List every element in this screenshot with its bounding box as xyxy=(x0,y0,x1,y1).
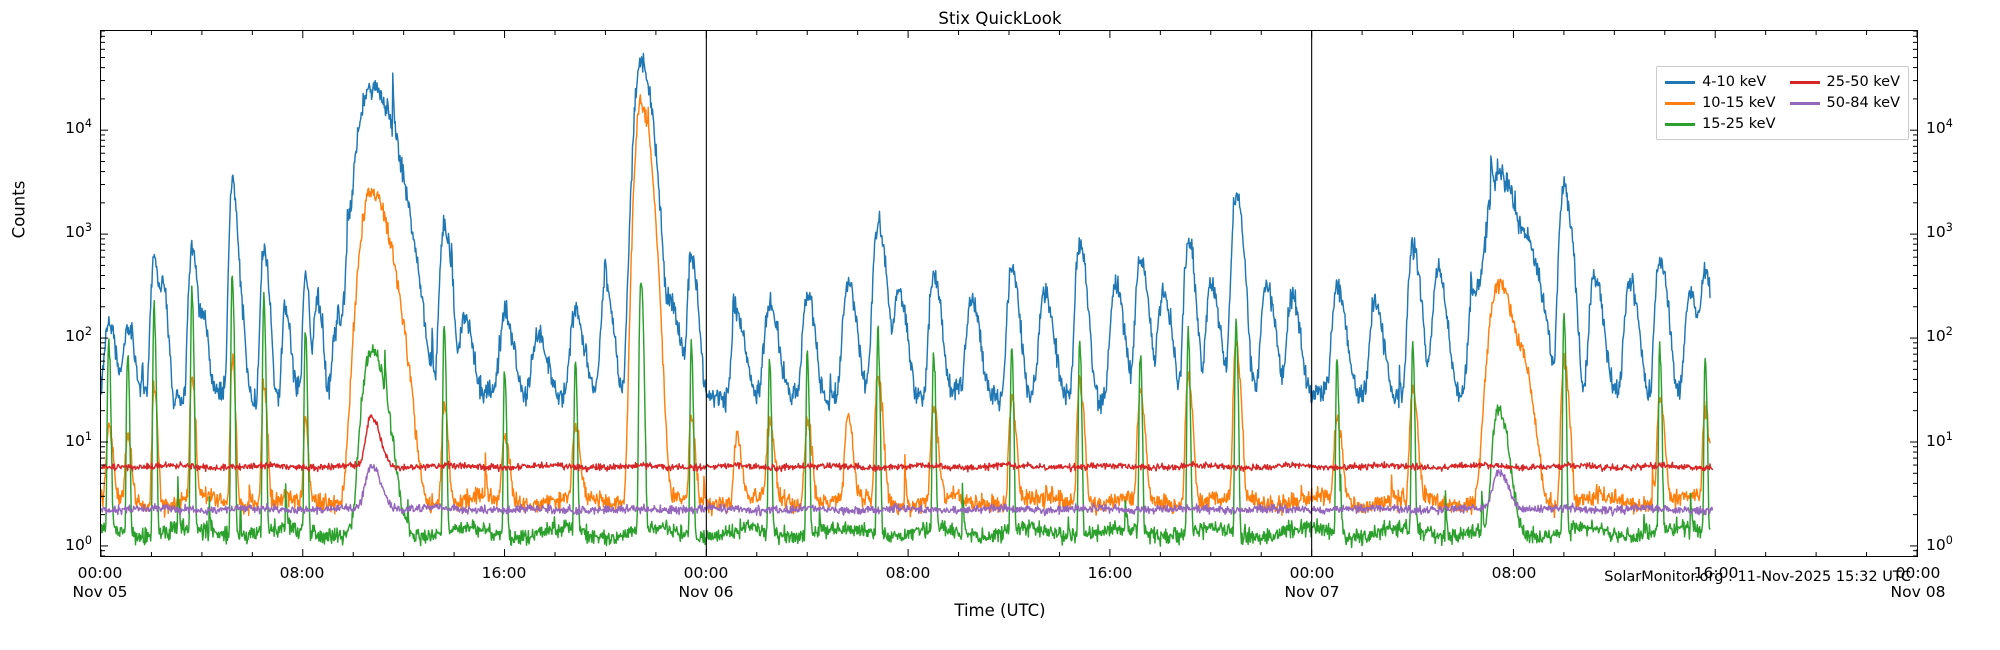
x-tick-label: 16:00 xyxy=(1087,564,1133,582)
y-tick-label-right: 100 xyxy=(1926,533,1953,554)
legend-color-swatch xyxy=(1789,80,1820,84)
legend-item: 15-25 keV xyxy=(1665,114,1776,134)
y-axis-label: Counts xyxy=(9,180,29,239)
x-tick-label: 00:00 Nov 08 xyxy=(1890,564,1946,601)
x-tick-label: 08:00 xyxy=(885,564,931,582)
series-line xyxy=(101,94,1711,519)
y-tick-label-right: 103 xyxy=(1926,220,1953,241)
watermark-credit: SolarMonitor.org : 11-Nov-2025 15:32 UTC xyxy=(1604,569,1911,585)
legend-item: 25-50 keV xyxy=(1789,72,1900,92)
legend-label: 15-25 keV xyxy=(1702,116,1776,132)
y-tick-label-left: 103 xyxy=(65,220,92,241)
timeseries-plot xyxy=(101,31,1917,556)
page-title: Stix QuickLook xyxy=(938,9,1062,28)
legend-color-swatch xyxy=(1665,122,1696,126)
legend-item: 10-15 keV xyxy=(1665,93,1776,113)
y-tick-label-left: 104 xyxy=(65,116,92,137)
legend: 4-10 keV 25-50 keV 10-15 keV 50-84 keV 15-25… xyxy=(1656,66,1909,140)
x-tick-label: 08:00 xyxy=(279,564,325,582)
y-tick-label-left: 101 xyxy=(65,429,92,450)
y-tick-label-right: 102 xyxy=(1926,325,1953,346)
legend-color-swatch xyxy=(1665,101,1696,105)
plot-area: 4-10 keV 25-50 keV 10-15 keV 50-84 keV 15-25… xyxy=(100,30,1918,585)
legend-color-swatch xyxy=(1665,80,1696,84)
y-tick-label-right: 101 xyxy=(1926,429,1953,450)
series-line xyxy=(101,463,1714,517)
series-line xyxy=(101,275,1711,549)
x-axis-label: Time (UTC) xyxy=(954,601,1046,620)
legend-label: 25-50 keV xyxy=(1826,74,1900,90)
x-tick-label: 00:00 Nov 07 xyxy=(1284,564,1340,601)
legend-item: 4-10 keV xyxy=(1665,72,1775,92)
x-tick-label: 00:00 Nov 05 xyxy=(72,564,128,601)
legend-label: 4-10 keV xyxy=(1702,74,1767,90)
series-line xyxy=(101,52,1711,415)
x-tick-label: 16:00 xyxy=(1693,564,1739,582)
legend-label: 10-15 keV xyxy=(1702,95,1776,111)
legend-item: 50-84 keV xyxy=(1789,93,1900,113)
x-tick-label: 16:00 xyxy=(481,564,527,582)
x-tick-label: 08:00 xyxy=(1491,564,1537,582)
x-tick-label: 00:00 Nov 06 xyxy=(678,564,734,601)
y-tick-label-left: 100 xyxy=(65,533,92,554)
legend-color-swatch xyxy=(1789,101,1820,105)
legend-label: 50-84 keV xyxy=(1826,95,1900,111)
series-line xyxy=(101,414,1714,473)
y-tick-label-left: 102 xyxy=(65,325,92,346)
legend-spacer xyxy=(1790,114,1900,134)
y-tick-label-right: 104 xyxy=(1926,116,1953,137)
